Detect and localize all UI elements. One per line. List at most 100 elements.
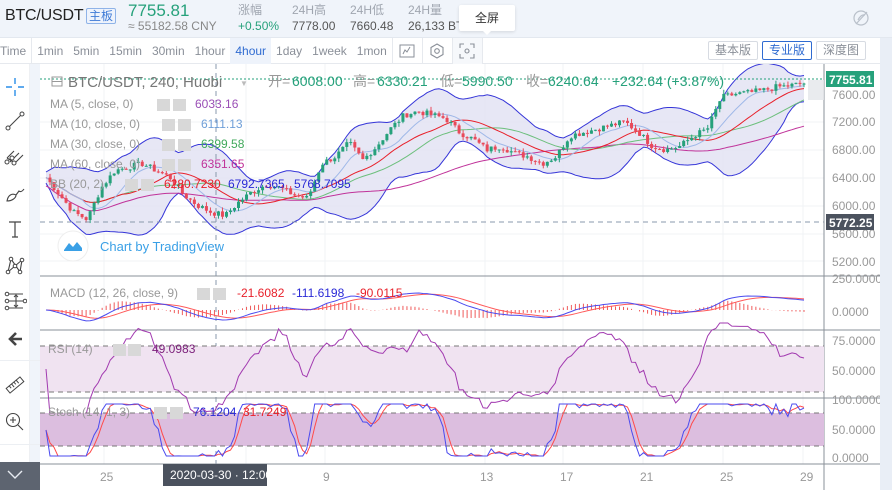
indicator-value: -111.6198 [292, 286, 345, 300]
indicator-value: 6792.7365 [228, 177, 285, 191]
stat-label: 24H低 [350, 3, 385, 17]
close-icon[interactable] [128, 344, 141, 356]
time-tick: 13 [480, 470, 494, 484]
indicator-label: MA (60, close, 0) [50, 157, 140, 171]
gear-icon[interactable] [113, 344, 126, 356]
depth-chart-button[interactable]: 深度图 [815, 41, 866, 60]
board-badge[interactable]: 主板 [86, 8, 117, 24]
indicator-label: Stoch (14, 1, 3) [48, 405, 130, 419]
macd-legend[interactable]: MACD (12, 26, close, 9) -21.6082 -111.61… [50, 286, 403, 300]
close-icon[interactable] [213, 288, 226, 300]
indicator-legend-ma30[interactable]: MA (30, close, 0) 6399.58 [50, 137, 245, 151]
indicator-value: 31.7249 [243, 405, 287, 419]
stat-change: 涨幅 +0.50% [238, 3, 279, 35]
interval-4hour[interactable]: 4hour [230, 37, 272, 64]
pair-title: BTC/USDT [5, 7, 84, 24]
stoch-tick: 0.0000 [832, 451, 869, 465]
stat-label: 24H高 [292, 3, 327, 17]
close-icon[interactable] [178, 119, 191, 131]
indicator-value: 5768.7095 [294, 177, 351, 191]
price-tick: 6000.00 [832, 199, 876, 213]
close-icon[interactable] [178, 159, 191, 171]
indicator-legend-ma60[interactable]: MA (60, close, 0) 6351.65 [50, 157, 245, 171]
scale-toggle-button[interactable] [808, 80, 824, 100]
close-icon[interactable] [178, 139, 191, 151]
fullscreen-icon[interactable] [452, 37, 483, 64]
divider [0, 360, 40, 361]
indicator-legend-bb[interactable]: BB (20, 2) 6280.7230 6792.7365 5768.7095 [50, 177, 351, 191]
close-icon[interactable] [173, 99, 186, 111]
last-price-tag: 7755.81 [826, 71, 874, 87]
interval-time[interactable]: Time [0, 43, 27, 58]
stat-value: 7778.00 [292, 19, 336, 33]
interval-1hour[interactable]: 1hour [194, 43, 226, 58]
gear-icon[interactable] [154, 407, 167, 419]
gear-icon[interactable] [162, 119, 175, 131]
rsi-legend[interactable]: RSI (14) 49.0983 [48, 342, 196, 356]
pitchfork-icon[interactable] [2, 144, 28, 170]
interval-15min[interactable]: 15min [109, 43, 142, 58]
gear-icon[interactable] [157, 99, 170, 111]
rsi-tick: 50.0000 [832, 364, 876, 378]
last-price: 7755.81 [128, 1, 190, 20]
divider [0, 444, 40, 445]
gear-icon[interactable] [162, 139, 175, 151]
indicator-value: 49.0983 [152, 342, 196, 356]
indicator-icon[interactable] [393, 37, 423, 64]
close-icon[interactable] [141, 179, 154, 191]
settings-icon[interactable] [423, 37, 453, 64]
ohlc-low-label: 低= [440, 73, 462, 89]
gear-icon[interactable] [125, 179, 138, 191]
time-tick: 9 [323, 470, 330, 484]
close-icon[interactable] [170, 407, 183, 419]
time-tick: 29 [800, 470, 814, 484]
interval-1mon[interactable]: 1mon [356, 43, 387, 58]
eye-slash-icon[interactable] [852, 9, 870, 27]
stoch-tick: 100.0000 [832, 393, 880, 407]
indicator-value: 6111.13 [201, 117, 243, 131]
text-icon[interactable] [2, 216, 28, 242]
indicator-legend-ma10[interactable]: MA (10, close, 0) 6111.13 [50, 117, 243, 131]
stat-high: 24H高 7778.00 [292, 3, 335, 35]
version-switcher: 基本版 专业版 深度图 [707, 41, 866, 60]
stoch-legend[interactable]: Stoch (14, 1, 3) 76.1204 31.7249 [48, 405, 287, 419]
drawing-toolbar [0, 64, 40, 490]
interval-30min[interactable]: 30min [151, 43, 185, 58]
trading-chart[interactable]: BTC/USDT, 240, Huobi ▼ 开= 6008.00 高= 633… [40, 62, 882, 490]
rsi-line [45, 322, 805, 416]
gear-icon[interactable] [197, 288, 210, 300]
indicator-legend-ma5[interactable]: MA (5, close, 0) 6033.16 [50, 97, 239, 111]
ohlc-close: 6240.64 [548, 73, 599, 89]
chart-area[interactable]: BTC/USDT, 240, Huobi ▼ 开= 6008.00 高= 633… [40, 62, 882, 490]
chevron-down-icon[interactable]: ▼ [240, 79, 248, 88]
interval-1day[interactable]: 1day [276, 43, 303, 58]
candlesticks [48, 80, 806, 224]
macd-tick: 250.0000 [832, 272, 880, 286]
crosshair-icon[interactable] [2, 74, 28, 100]
ruler-icon[interactable] [2, 372, 28, 398]
pattern-icon[interactable] [2, 252, 28, 278]
price-axis[interactable]: 7600.00 7200.00 6800.00 6400.00 6000.00 … [832, 88, 882, 465]
interval-5min[interactable]: 5min [73, 43, 100, 58]
basic-version-button[interactable]: 基本版 [707, 41, 758, 60]
indicator-value: 6399.58 [201, 137, 245, 151]
indicator-value: -21.6082 [237, 286, 285, 300]
back-arrow-icon[interactable] [2, 326, 28, 352]
cursor-price-tag-text: 5772.25 [829, 216, 873, 230]
tradingview-watermark[interactable]: Chart by TradingView [57, 230, 225, 262]
pro-version-button[interactable]: 专业版 [761, 41, 812, 60]
interval-1week[interactable]: 1week [312, 43, 347, 58]
divider [391, 37, 393, 64]
trend-line-icon[interactable] [2, 108, 28, 134]
rsi-band [40, 346, 824, 392]
indicator-label: MA (30, close, 0) [50, 137, 140, 151]
indicator-label: RSI (14) [48, 342, 93, 356]
prediction-icon[interactable] [2, 288, 28, 314]
collapse-toolbar-button[interactable] [0, 462, 40, 490]
brush-icon[interactable] [2, 181, 28, 207]
zoom-in-icon[interactable] [2, 409, 28, 435]
scrollbar-strip[interactable] [880, 38, 892, 490]
interval-1min[interactable]: 1min [37, 43, 64, 58]
gear-icon[interactable] [162, 159, 175, 171]
ohlc-open-label: 开= [268, 73, 290, 89]
